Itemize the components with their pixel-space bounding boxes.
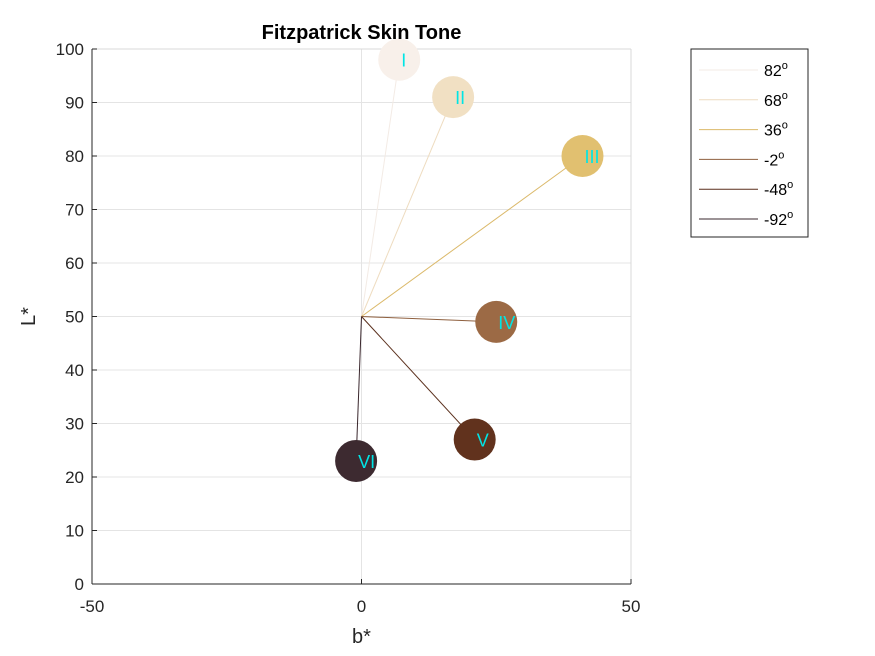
x-axis-label: b* (352, 626, 371, 648)
skin-type-label: VI (358, 452, 375, 472)
x-tick-label: 50 (622, 597, 641, 616)
connector-line (361, 316, 497, 323)
degree-symbol: o (782, 90, 788, 102)
y-tick-label: 30 (65, 415, 84, 434)
connector-line (355, 316, 362, 461)
connector-line (361, 59, 400, 317)
skin-type-label: II (455, 88, 465, 108)
y-tick-label: 40 (65, 361, 84, 380)
y-tick-label: 50 (65, 308, 84, 327)
connector-lines (355, 59, 583, 461)
degree-symbol: o (782, 120, 788, 132)
connector-line (361, 316, 476, 440)
y-tick-label: 20 (65, 468, 84, 487)
degree-symbol: o (782, 60, 788, 72)
legend-entry: -48o (764, 179, 793, 199)
y-tick-label: 60 (65, 254, 84, 273)
chart-title: Fitzpatrick Skin Tone (262, 22, 462, 44)
skin-tone-marker (378, 38, 421, 81)
axes (91, 48, 632, 585)
y-tick-label: 90 (65, 94, 84, 113)
y-tick-label: 10 (65, 522, 84, 541)
skin-type-label: III (584, 147, 599, 167)
skin-type-label: I (401, 51, 406, 71)
tick-labels: 0 10 20 30 40 50 60 70 80 90 100 -50 0 50 (56, 40, 641, 616)
x-tick-label: -50 (80, 597, 105, 616)
connector-line (361, 155, 583, 317)
skin-tone-marker (335, 439, 378, 482)
degree-symbol: o (778, 149, 784, 161)
y-tick-label: 80 (65, 147, 84, 166)
skin-type-label: V (477, 431, 489, 451)
degree-symbol: o (787, 179, 793, 191)
legend-box (690, 48, 809, 238)
skin-type-label: IV (498, 313, 515, 333)
skin-tone-marker (453, 418, 496, 461)
x-tick-label: 0 (357, 597, 366, 616)
skin-tone-marker (561, 135, 604, 177)
connector-line (361, 96, 454, 317)
y-axis-label: L* (18, 307, 40, 326)
skin-tone-marker (432, 76, 475, 119)
y-tick-label: 70 (65, 201, 84, 220)
skin-tone-marker (475, 300, 518, 343)
y-tick-label: 100 (56, 40, 84, 59)
y-tick-label: 0 (75, 575, 84, 594)
legend-entry: -92o (764, 209, 793, 229)
degree-symbol: o (787, 209, 793, 221)
